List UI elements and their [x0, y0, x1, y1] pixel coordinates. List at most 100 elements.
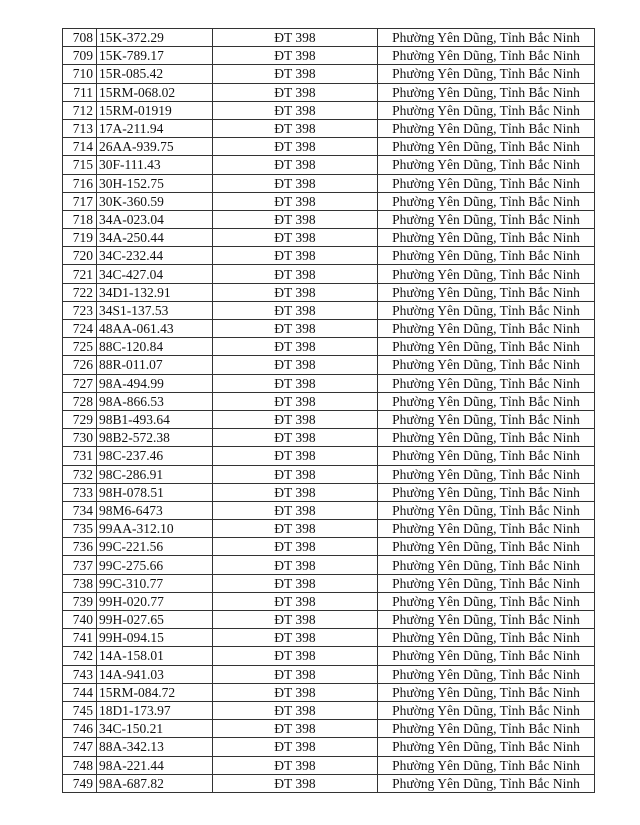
row-number-cell: 746 — [62, 719, 97, 739]
location-cell: Phường Yên Dũng, Tỉnh Bắc Ninh — [377, 209, 595, 230]
plate-cell: 98A-221.44 — [96, 755, 213, 775]
violation-table: 708 15K-372.29 ĐT 398 Phường Yên Dũng, Tỉnh… — [62, 27, 595, 793]
location-cell: Phường Yên Dũng, Tỉnh Bắc Ninh — [377, 300, 595, 321]
road-cell: ĐT 398 — [212, 209, 378, 230]
table-row: 739 99H-020.77 ĐT 398 Phường Yên Dũng, Tỉnh… — [62, 591, 595, 612]
location-cell: Phường Yên Dũng, Tỉnh Bắc Ninh — [377, 155, 595, 175]
row-number-cell: 715 — [62, 155, 97, 175]
location-cell: Phường Yên Dũng, Tỉnh Bắc Ninh — [377, 191, 595, 211]
road-cell: ĐT 398 — [212, 646, 378, 666]
road-cell: ĐT 398 — [212, 682, 378, 702]
plate-cell: 88A-342.13 — [96, 737, 213, 757]
table-row: 740 99H-027.65 ĐT 398 Phường Yên Dũng, Tỉnh… — [62, 609, 595, 630]
location-cell: Phường Yên Dũng, Tỉnh Bắc Ninh — [377, 355, 595, 375]
location-cell: Phường Yên Dũng, Tỉnh Bắc Ninh — [377, 609, 595, 630]
location-cell: Phường Yên Dũng, Tỉnh Bắc Ninh — [377, 337, 595, 357]
location-cell: Phường Yên Dũng, Tỉnh Bắc Ninh — [377, 591, 595, 612]
row-number-cell: 745 — [62, 700, 97, 721]
plate-cell: 17A-211.94 — [96, 118, 213, 139]
row-number-cell: 747 — [62, 737, 97, 757]
location-cell: Phường Yên Dũng, Tỉnh Bắc Ninh — [377, 264, 595, 284]
row-number-cell: 738 — [62, 573, 97, 593]
location-cell: Phường Yên Dũng, Tỉnh Bắc Ninh — [377, 482, 595, 502]
location-cell: Phường Yên Dũng, Tỉnh Bắc Ninh — [377, 409, 595, 430]
location-cell: Phường Yên Dũng, Tỉnh Bắc Ninh — [377, 46, 595, 66]
location-cell: Phường Yên Dũng, Tỉnh Bắc Ninh — [377, 82, 595, 102]
plate-cell: 99AA-312.10 — [96, 519, 213, 539]
location-cell: Phường Yên Dũng, Tỉnh Bắc Ninh — [377, 27, 595, 48]
table-row: 714 26AA-939.75 ĐT 398 Phường Yên Dũng, Tỉn… — [62, 137, 595, 157]
table-row: 738 99C-310.77 ĐT 398 Phường Yên Dũng, Tỉnh… — [62, 573, 595, 593]
row-number-cell: 743 — [62, 664, 97, 684]
plate-cell: 34D1-132.91 — [96, 282, 213, 302]
location-cell: Phường Yên Dũng, Tỉnh Bắc Ninh — [377, 719, 595, 739]
road-cell: ĐT 398 — [212, 246, 378, 266]
location-cell: Phường Yên Dũng, Tỉnh Bắc Ninh — [377, 537, 595, 557]
row-number-cell: 724 — [62, 318, 97, 339]
location-cell: Phường Yên Dũng, Tỉnh Bắc Ninh — [377, 755, 595, 775]
plate-cell: 30F-111.43 — [96, 155, 213, 175]
plate-cell: 15K-789.17 — [96, 46, 213, 66]
table-row: 730 98B2-572.38 ĐT 398 Phường Yên Dũng, Tỉn… — [62, 428, 595, 448]
location-cell: Phường Yên Dũng, Tỉnh Bắc Ninh — [377, 700, 595, 721]
location-cell: Phường Yên Dũng, Tỉnh Bắc Ninh — [377, 628, 595, 648]
row-number-cell: 748 — [62, 755, 97, 775]
plate-cell: 98A-494.99 — [96, 373, 213, 393]
plate-cell: 18D1-173.97 — [96, 700, 213, 721]
road-cell: ĐT 398 — [212, 409, 378, 430]
row-number-cell: 728 — [62, 391, 97, 411]
table-row: 722 34D1-132.91 ĐT 398 Phường Yên Dũng, Tỉn… — [62, 282, 595, 302]
table-row: 718 34A-023.04 ĐT 398 Phường Yên Dũng, Tỉnh… — [62, 209, 595, 230]
plate-cell: 98H-078.51 — [96, 482, 213, 502]
row-number-cell: 729 — [62, 409, 97, 430]
table-row: 724 48AA-061.43 ĐT 398 Phường Yên Dũng, Tỉn… — [62, 318, 595, 339]
road-cell: ĐT 398 — [212, 464, 378, 484]
plate-cell: 34C-232.44 — [96, 246, 213, 266]
table-row: 726 88R-011.07 ĐT 398 Phường Yên Dũng, Tỉnh… — [62, 355, 595, 375]
location-cell: Phường Yên Dũng, Tỉnh Bắc Ninh — [377, 282, 595, 302]
table-row: 725 88C-120.84 ĐT 398 Phường Yên Dũng, Tỉnh… — [62, 337, 595, 357]
table-row: 727 98A-494.99 ĐT 398 Phường Yên Dũng, Tỉnh… — [62, 373, 595, 393]
plate-cell: 99C-221.56 — [96, 537, 213, 557]
road-cell: ĐT 398 — [212, 482, 378, 502]
location-cell: Phường Yên Dũng, Tỉnh Bắc Ninh — [377, 446, 595, 466]
row-number-cell: 723 — [62, 300, 97, 321]
plate-cell: 34C-150.21 — [96, 719, 213, 739]
location-cell: Phường Yên Dũng, Tỉnh Bắc Ninh — [377, 246, 595, 266]
road-cell: ĐT 398 — [212, 700, 378, 721]
plate-cell: 88R-011.07 — [96, 355, 213, 375]
location-cell: Phường Yên Dũng, Tỉnh Bắc Ninh — [377, 391, 595, 411]
location-cell: Phường Yên Dũng, Tỉnh Bắc Ninh — [377, 664, 595, 684]
table-row: 732 98C-286.91 ĐT 398 Phường Yên Dũng, Tỉnh… — [62, 464, 595, 484]
table-row: 720 34C-232.44 ĐT 398 Phường Yên Dũng, Tỉnh… — [62, 246, 595, 266]
road-cell: ĐT 398 — [212, 573, 378, 593]
road-cell: ĐT 398 — [212, 300, 378, 321]
location-cell: Phường Yên Dũng, Tỉnh Bắc Ninh — [377, 682, 595, 702]
plate-cell: 34S1-137.53 — [96, 300, 213, 321]
location-cell: Phường Yên Dũng, Tỉnh Bắc Ninh — [377, 464, 595, 484]
row-number-cell: 712 — [62, 100, 97, 120]
row-number-cell: 708 — [62, 27, 97, 48]
plate-cell: 99C-310.77 — [96, 573, 213, 593]
location-cell: Phường Yên Dũng, Tỉnh Bắc Ninh — [377, 500, 595, 521]
road-cell: ĐT 398 — [212, 519, 378, 539]
location-cell: Phường Yên Dũng, Tỉnh Bắc Ninh — [377, 100, 595, 120]
road-cell: ĐT 398 — [212, 264, 378, 284]
road-cell: ĐT 398 — [212, 773, 378, 793]
location-cell: Phường Yên Dũng, Tỉnh Bắc Ninh — [377, 428, 595, 448]
road-cell: ĐT 398 — [212, 373, 378, 393]
row-number-cell: 733 — [62, 482, 97, 502]
plate-cell: 34C-427.04 — [96, 264, 213, 284]
table-row: 748 98A-221.44 ĐT 398 Phường Yên Dũng, Tỉnh… — [62, 755, 595, 775]
plate-cell: 98M6-6473 — [96, 500, 213, 521]
row-number-cell: 740 — [62, 609, 97, 630]
road-cell: ĐT 398 — [212, 428, 378, 448]
table-row: 735 99AA-312.10 ĐT 398 Phường Yên Dũng, Tỉn… — [62, 519, 595, 539]
road-cell: ĐT 398 — [212, 173, 378, 193]
road-cell: ĐT 398 — [212, 737, 378, 757]
road-cell: ĐT 398 — [212, 664, 378, 684]
row-number-cell: 727 — [62, 373, 97, 393]
road-cell: ĐT 398 — [212, 118, 378, 139]
road-cell: ĐT 398 — [212, 355, 378, 375]
row-number-cell: 722 — [62, 282, 97, 302]
